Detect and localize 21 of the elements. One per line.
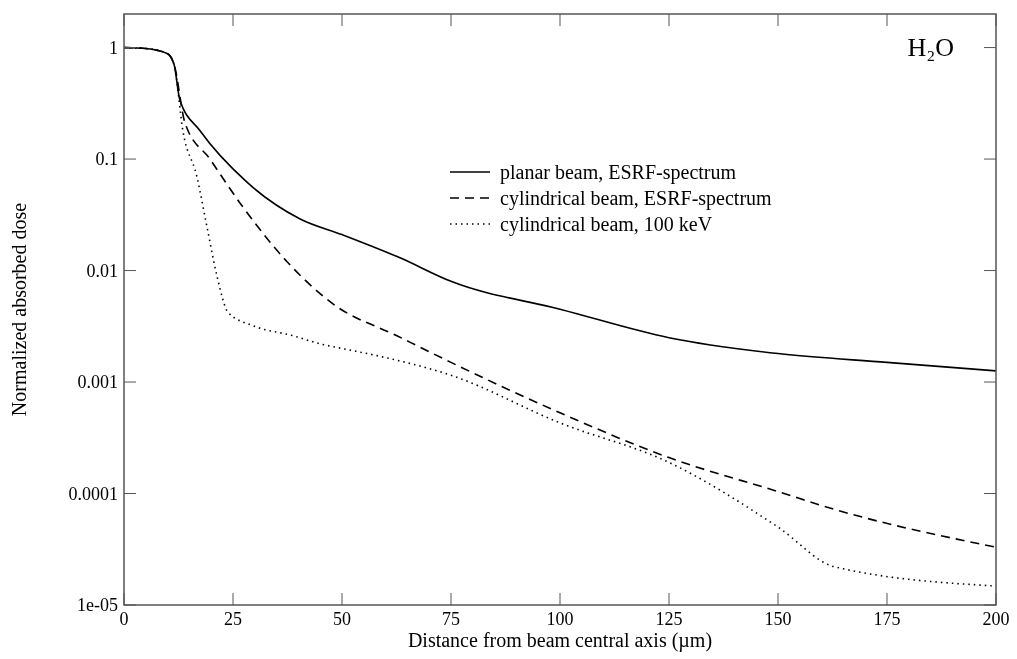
- legend-label: cylindrical beam, 100 keV: [500, 213, 713, 236]
- annotation: H₂O: [907, 33, 954, 62]
- y-axis-title: Normalized absorbed dose: [8, 202, 30, 417]
- x-tick-label: 200: [982, 609, 1010, 629]
- x-tick-label: 175: [873, 609, 901, 629]
- x-tick-label: 0: [119, 609, 129, 629]
- x-tick-label: 75: [442, 609, 460, 629]
- x-tick-label: 25: [224, 609, 242, 629]
- x-tick-label: 100: [546, 609, 574, 629]
- y-tick-label: 0.1: [95, 149, 118, 170]
- x-axis-title: Distance from beam central axis (µm): [407, 629, 713, 652]
- x-tick-label: 125: [655, 609, 683, 629]
- y-tick-label: 0.001: [77, 372, 118, 393]
- legend-label: cylindrical beam, ESRF-spectrum: [500, 187, 773, 210]
- y-tick-label: 1: [109, 37, 118, 58]
- legend-label: planar beam, ESRF-spectrum: [500, 161, 737, 184]
- x-tick-label: 50: [333, 609, 351, 629]
- x-tick-label: 150: [764, 609, 792, 629]
- y-tick-label: 0.01: [86, 260, 118, 281]
- y-tick-label: 0.0001: [68, 483, 118, 504]
- y-tick-label: 1e-05: [77, 595, 118, 616]
